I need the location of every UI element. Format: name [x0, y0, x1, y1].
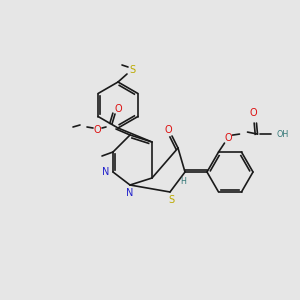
- Text: O: O: [250, 108, 257, 118]
- Text: O: O: [93, 125, 101, 135]
- Text: S: S: [168, 195, 174, 205]
- Text: S: S: [129, 65, 135, 75]
- Text: O: O: [164, 125, 172, 135]
- Text: O: O: [225, 133, 232, 143]
- Text: OH: OH: [277, 130, 289, 139]
- Text: N: N: [126, 188, 134, 198]
- Text: H: H: [180, 178, 186, 187]
- Text: O: O: [114, 104, 122, 114]
- Text: N: N: [102, 167, 110, 177]
